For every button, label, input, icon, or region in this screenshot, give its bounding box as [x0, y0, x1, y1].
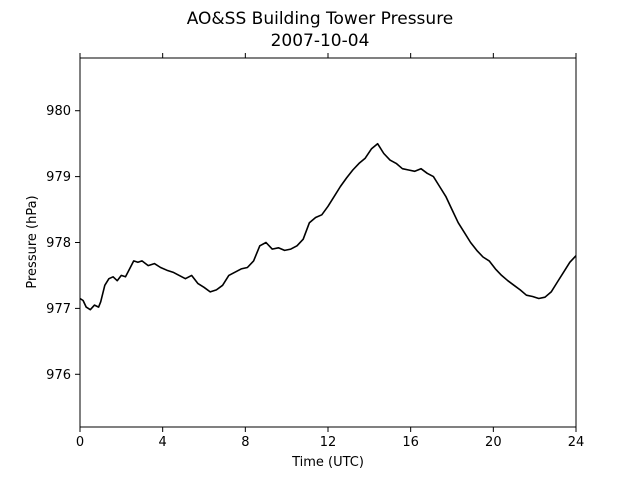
y-tick-label: 980: [46, 104, 71, 119]
y-tick-label: 977: [46, 302, 71, 317]
y-tick-label: 976: [46, 368, 71, 383]
y-tick-label: 979: [46, 170, 71, 185]
x-tick-label: 16: [402, 435, 419, 450]
x-tick-label: 12: [320, 435, 337, 450]
x-tick-label: 20: [485, 435, 502, 450]
x-axis: 0 4 8 12 16 20 24: [76, 53, 584, 450]
plot-frame: [79, 57, 577, 428]
chart-title: AO&SS Building Tower Pressure: [187, 9, 454, 29]
x-tick-label: 24: [568, 435, 585, 450]
x-tick-label: 0: [76, 435, 84, 450]
x-axis-label: Time (UTC): [291, 455, 364, 470]
chart-subtitle: 2007-10-04: [271, 31, 370, 51]
pressure-series-line: [79, 142, 577, 311]
x-tick-label: 8: [241, 435, 249, 450]
y-tick-label: 978: [46, 236, 71, 251]
y-axis-label: Pressure (hPa): [25, 195, 40, 288]
y-axis: 976 977 978 979 980: [46, 104, 80, 383]
x-tick-label: 4: [159, 435, 167, 450]
